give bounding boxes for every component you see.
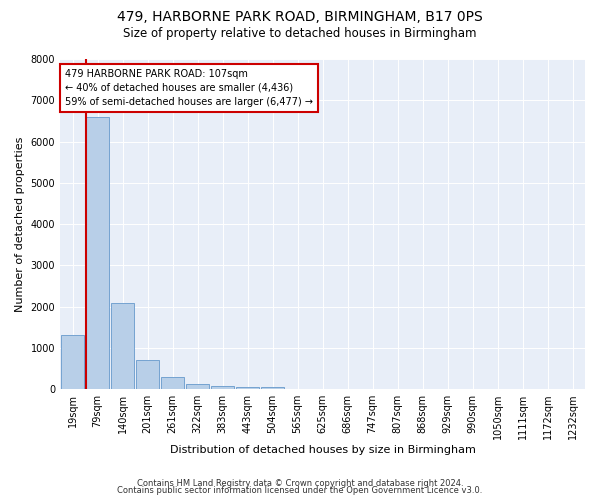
Bar (111, 304, 134, 389)
Bar (211, 386, 234, 389)
Bar (136, 360, 159, 389)
Bar (61, 336, 84, 389)
Text: Contains public sector information licensed under the Open Government Licence v3: Contains public sector information licen… (118, 486, 482, 495)
Bar (186, 384, 209, 389)
Text: Contains HM Land Registry data © Crown copyright and database right 2024.: Contains HM Land Registry data © Crown c… (137, 478, 463, 488)
Bar (161, 376, 184, 389)
Bar (236, 387, 259, 389)
Text: 479, HARBORNE PARK ROAD, BIRMINGHAM, B17 0PS: 479, HARBORNE PARK ROAD, BIRMINGHAM, B17… (117, 10, 483, 24)
X-axis label: Distribution of detached houses by size in Birmingham: Distribution of detached houses by size … (170, 445, 475, 455)
Text: 479 HARBORNE PARK ROAD: 107sqm
← 40% of detached houses are smaller (4,436)
59% : 479 HARBORNE PARK ROAD: 107sqm ← 40% of … (65, 69, 313, 107)
Text: Size of property relative to detached houses in Birmingham: Size of property relative to detached ho… (123, 28, 477, 40)
Bar (86, 117, 109, 389)
Bar (261, 386, 284, 389)
Y-axis label: Number of detached properties: Number of detached properties (15, 136, 25, 312)
